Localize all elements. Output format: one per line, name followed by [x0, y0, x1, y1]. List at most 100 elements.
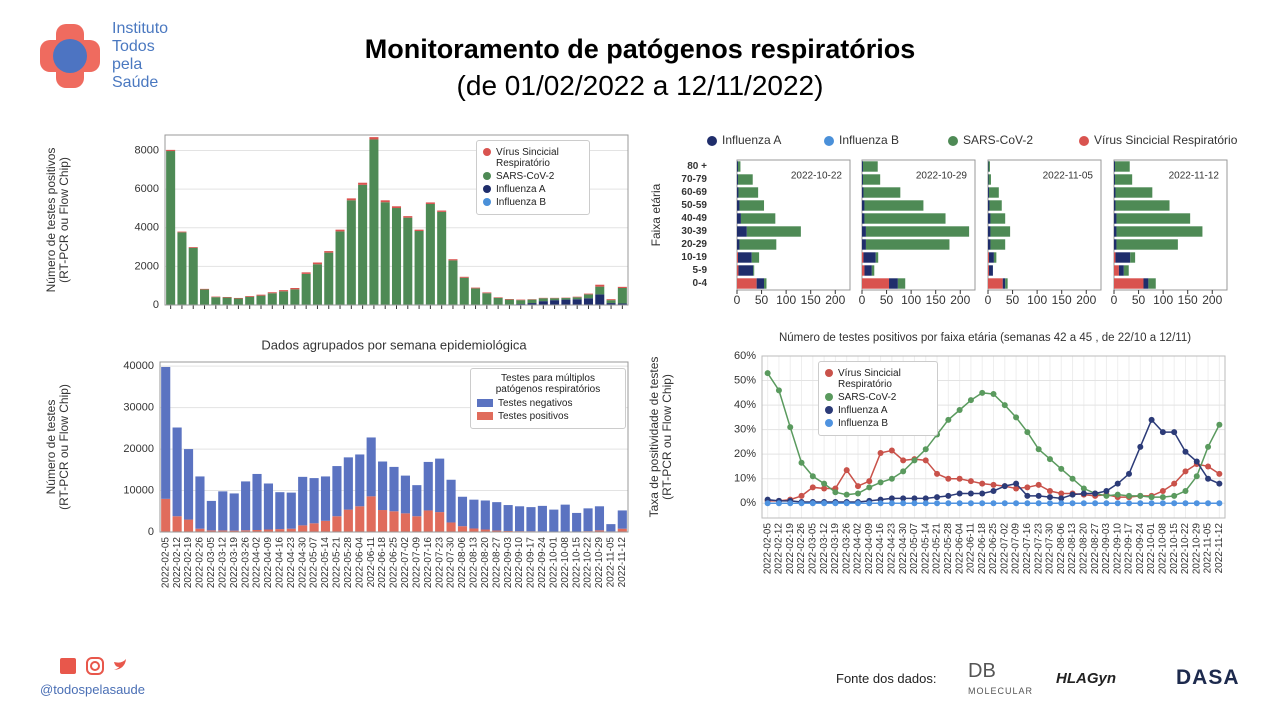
series-point	[764, 500, 771, 507]
y-tick-label: 0	[148, 526, 154, 538]
series-point	[1035, 446, 1042, 453]
x-tick-label: 2022-07-16	[1022, 523, 1033, 575]
legend-entry: Vírus Sincicial Respiratório	[825, 368, 931, 390]
x-tick-label: 2022-04-09	[263, 537, 274, 589]
legend-label: Influenza A	[838, 405, 888, 416]
x-tick-label: 2022-05-21	[932, 523, 943, 575]
legend-entry: Vírus Sincicial Respiratório	[483, 147, 583, 169]
bar-segment	[988, 226, 991, 237]
series-point	[1035, 500, 1042, 507]
x-tick-label: 200	[1202, 293, 1222, 307]
x-tick-label: 2022-09-17	[526, 537, 537, 589]
bar-segment	[862, 174, 881, 185]
series-point	[1159, 500, 1166, 507]
series-point	[1080, 500, 1087, 507]
bar-segment	[275, 492, 285, 530]
bar-segment	[988, 161, 990, 172]
x-tick-label: 2022-09-10	[1112, 523, 1123, 575]
legend: Vírus Sincicial Respiratório SARS-CoV-2 In…	[818, 361, 938, 436]
bar-segment	[595, 286, 605, 295]
x-tick-label: 150	[1178, 293, 1198, 307]
series-point	[1046, 488, 1053, 494]
bar-segment	[504, 299, 514, 305]
series-point	[979, 500, 986, 507]
logo-db: DB	[968, 660, 996, 682]
bar-segment	[290, 288, 300, 290]
bar-segment	[195, 528, 205, 532]
series-point	[1126, 470, 1133, 477]
bar-segment	[737, 187, 739, 198]
x-tick-label: 2022-07-23	[1033, 523, 1044, 575]
logo-mark	[40, 24, 100, 88]
logo-line: Saúde	[112, 74, 159, 91]
series-point	[1205, 443, 1212, 450]
bar-segment	[862, 161, 878, 172]
bar-segment	[218, 491, 228, 531]
x-tick-label: 200	[950, 293, 970, 307]
legend-label: Influenza B	[496, 197, 547, 208]
bar-segment	[871, 265, 875, 276]
bar-segment	[275, 529, 285, 532]
x-tick-label: 100	[776, 293, 796, 307]
bar-segment	[1116, 213, 1191, 224]
x-tick-label: 2022-10-01	[548, 537, 559, 589]
bar-segment	[1118, 265, 1124, 276]
bar-segment	[583, 298, 593, 305]
series-point	[821, 485, 828, 492]
legend-swatch	[824, 136, 834, 146]
x-tick-label: 2022-11-12	[1214, 523, 1225, 574]
bar-segment	[862, 252, 864, 263]
series-point	[854, 490, 861, 497]
series-point	[1114, 500, 1121, 507]
y-axis-label: Número de testes positivos	[44, 148, 58, 293]
x-tick-label: 2022-10-29	[1191, 523, 1202, 575]
social-handle: @todospelasaude	[40, 682, 145, 697]
bar-segment	[172, 427, 182, 517]
series-point	[1182, 500, 1189, 507]
series-point	[1046, 500, 1053, 507]
bar-segment	[561, 298, 571, 300]
bar-segment	[412, 516, 422, 532]
series-point	[1024, 500, 1031, 507]
bar-segment	[988, 200, 990, 211]
y-axis-label: Número de testes	[44, 400, 58, 495]
chart-title: Número de testes positivos por faixa etá…	[779, 332, 1191, 344]
y-tick-label: 60-69	[681, 187, 707, 198]
x-tick-label: 2022-10-08	[560, 537, 571, 589]
series-point	[1114, 491, 1121, 498]
y-tick-label: 10000	[123, 484, 154, 496]
series-point	[1080, 490, 1087, 497]
series-point	[956, 407, 963, 413]
bar-segment	[391, 208, 402, 305]
bar-segment	[737, 161, 738, 172]
y-tick-label: 2000	[135, 260, 159, 272]
x-tick-label: 2022-09-10	[514, 537, 525, 589]
series-point	[967, 478, 974, 485]
bar-segment	[988, 265, 993, 276]
series-point	[775, 500, 782, 507]
x-tick-label: 50	[1006, 293, 1020, 307]
bar-segment	[988, 239, 991, 250]
series-point	[945, 475, 952, 482]
series-point	[911, 500, 918, 507]
x-tick-label: 50	[1132, 293, 1146, 307]
legend-entry: Testes negativos	[477, 398, 619, 409]
series-point	[1159, 494, 1166, 501]
bar-segment	[988, 187, 999, 198]
bar-segment	[403, 217, 413, 305]
bar-segment	[312, 262, 322, 265]
y-tick-label: 5-9	[693, 265, 708, 276]
bar-segment	[1116, 239, 1178, 250]
y-axis-label: (RT-PCR ou Flow Chip)	[57, 384, 71, 510]
logo-line: Instituto	[112, 20, 169, 37]
bar-segment	[358, 184, 368, 305]
y-axis-label: Taxa de positividade de testes	[647, 357, 661, 518]
series-point	[798, 500, 805, 507]
bar-segment	[1114, 174, 1133, 185]
bar-segment	[737, 200, 740, 211]
series-point	[1137, 500, 1144, 507]
bar-segment	[412, 485, 422, 517]
bar-segment	[988, 278, 1003, 289]
bar-segment	[862, 174, 863, 185]
